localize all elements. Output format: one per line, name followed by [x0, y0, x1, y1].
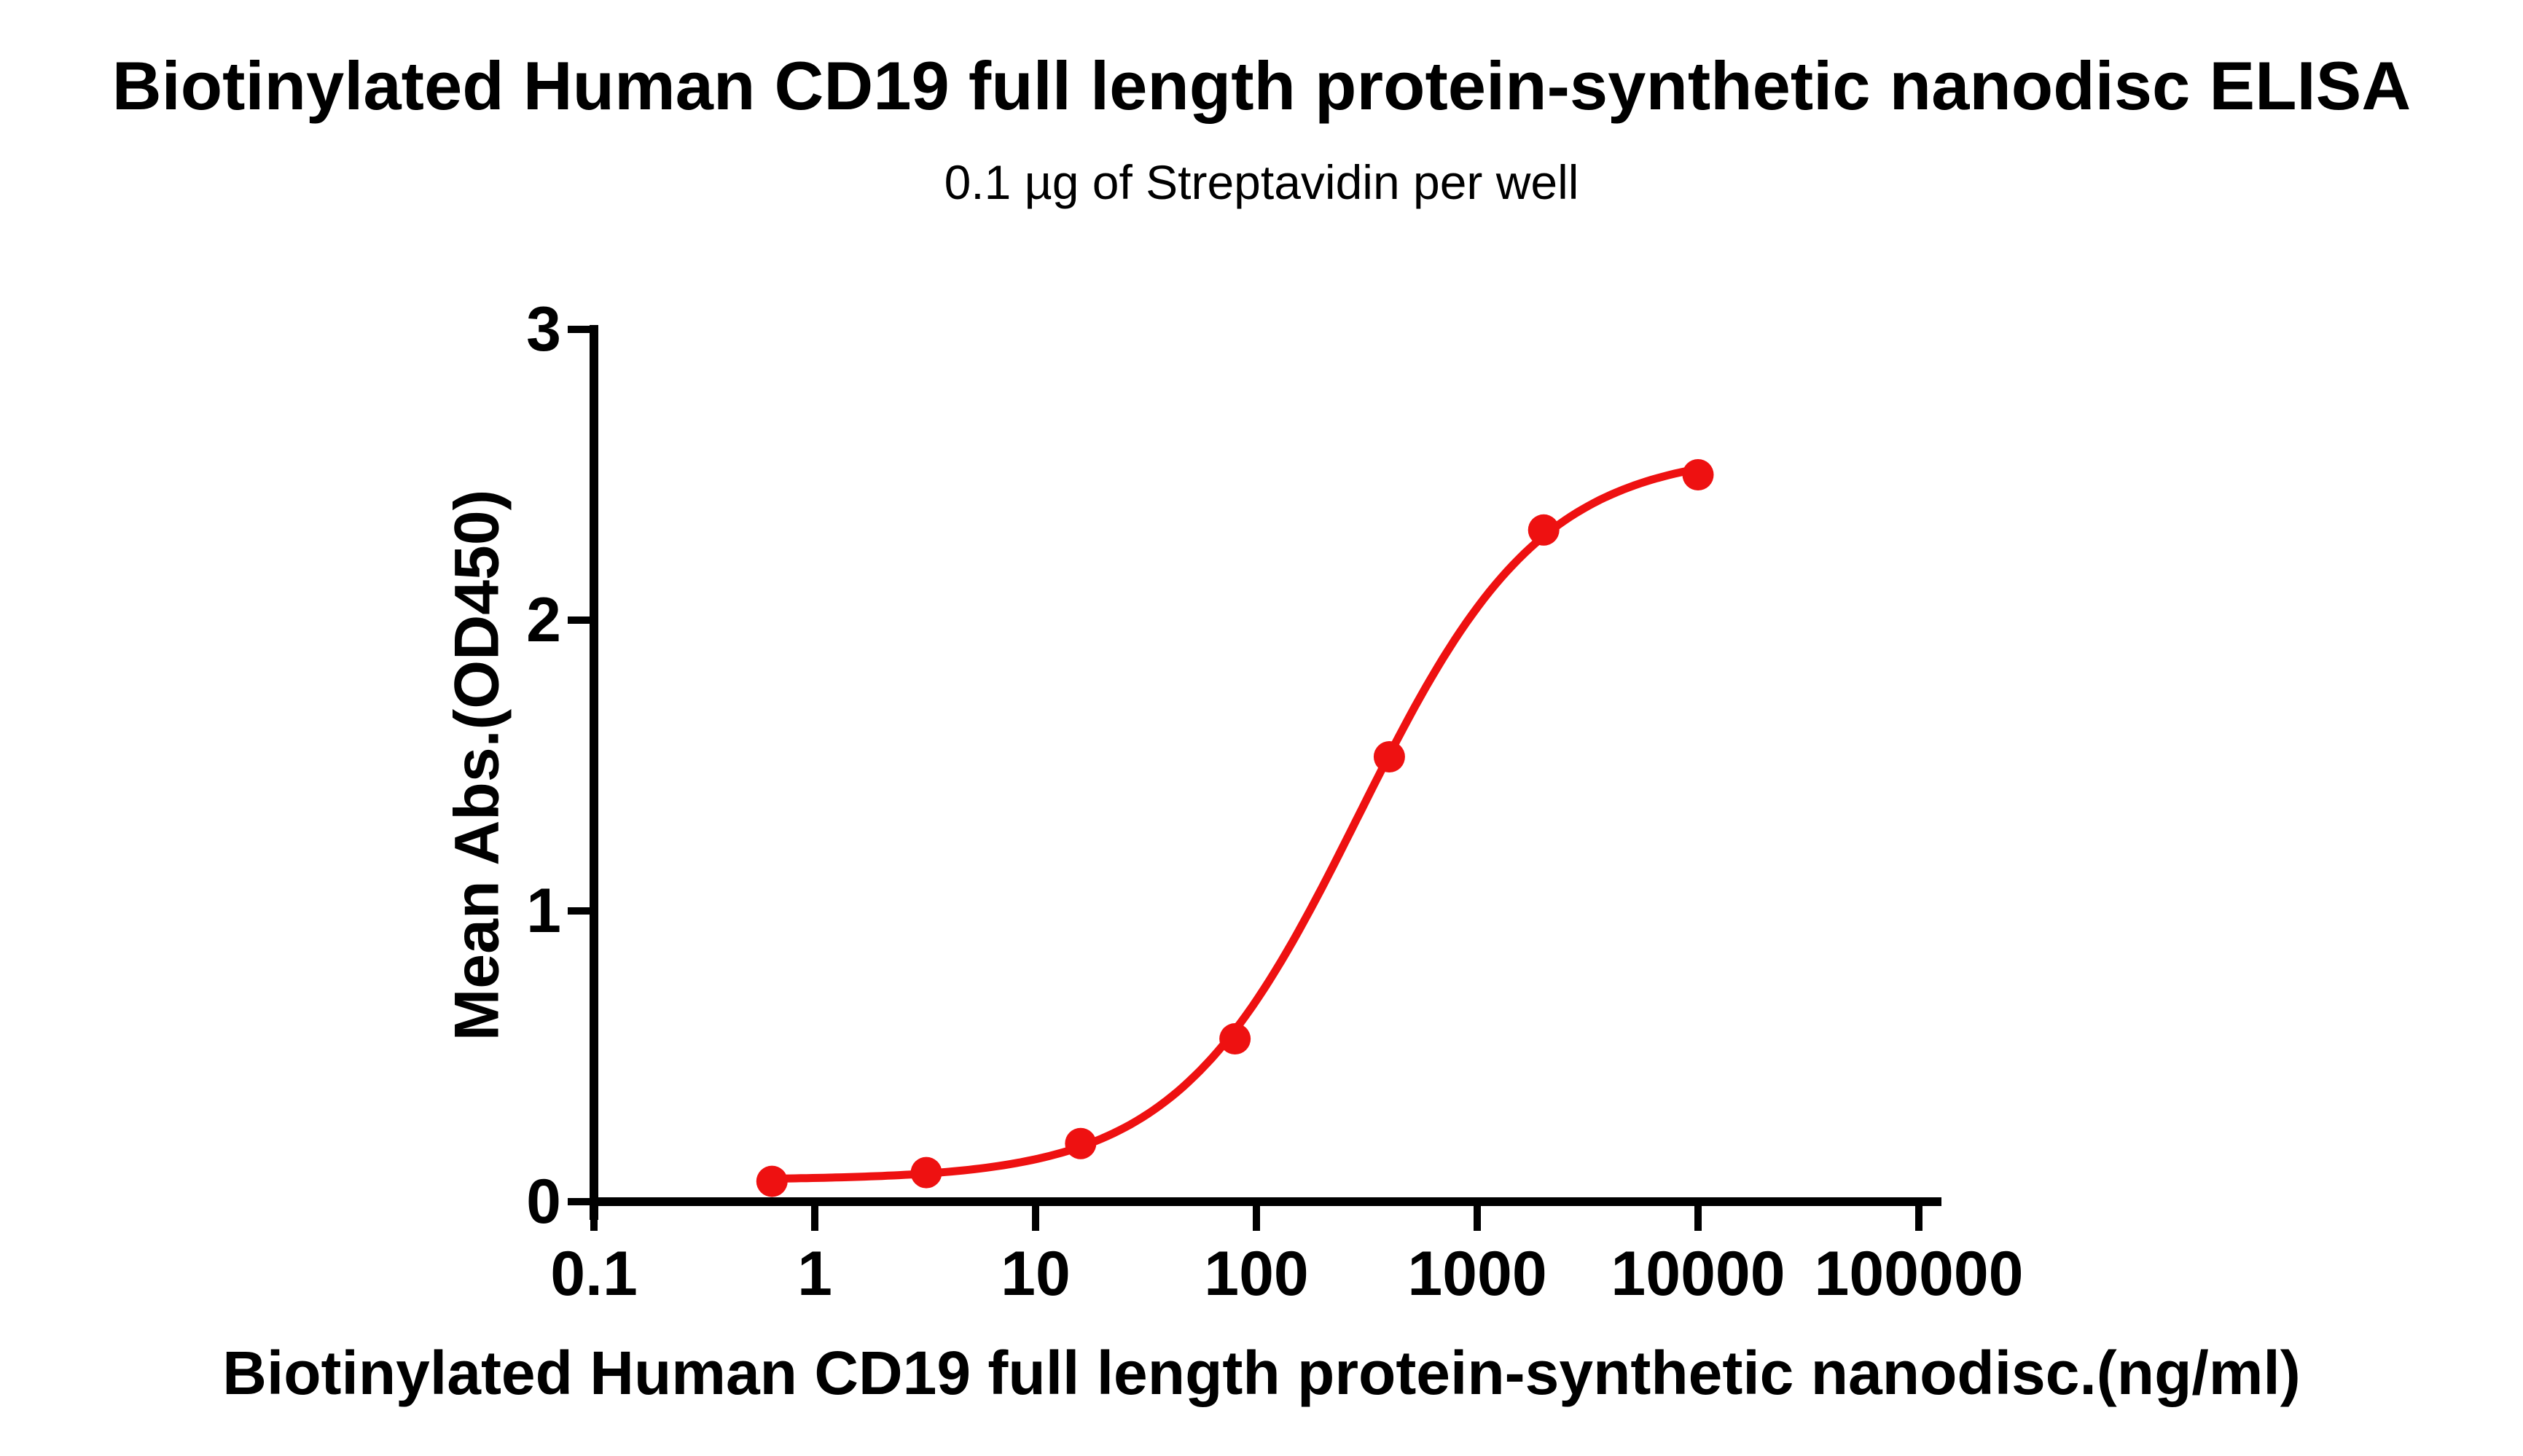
- x-tick-label: 10: [1001, 1239, 1071, 1309]
- x-axis-title: Biotinylated Human CD19 full length prot…: [222, 1339, 2301, 1407]
- data-point: [756, 1165, 788, 1197]
- x-tick-label: 1000: [1407, 1239, 1546, 1309]
- chart-title: Biotinylated Human CD19 full length prot…: [112, 47, 2411, 124]
- x-tick-label: 1: [797, 1239, 832, 1309]
- x-tick-label: 10000: [1611, 1239, 1785, 1309]
- data-point: [1682, 459, 1714, 490]
- y-tick-label: 1: [526, 876, 561, 946]
- data-point: [1528, 514, 1560, 546]
- x-tick-label: 100000: [1815, 1239, 2024, 1309]
- y-tick-label: 3: [526, 294, 561, 364]
- y-tick-label: 0: [526, 1167, 561, 1237]
- data-point: [1373, 741, 1405, 773]
- data-point: [1065, 1127, 1097, 1159]
- chart-subtitle: 0.1 µg of Streptavidin per well: [944, 155, 1579, 209]
- data-point: [910, 1156, 942, 1189]
- y-axis-title: Mean Abs.(OD450): [442, 489, 512, 1041]
- x-tick-label: 100: [1204, 1239, 1309, 1309]
- y-tick-label: 2: [526, 585, 561, 655]
- data-point: [1219, 1023, 1251, 1055]
- x-tick-label: 0.1: [550, 1239, 638, 1309]
- fit-curve: [767, 464, 1702, 1183]
